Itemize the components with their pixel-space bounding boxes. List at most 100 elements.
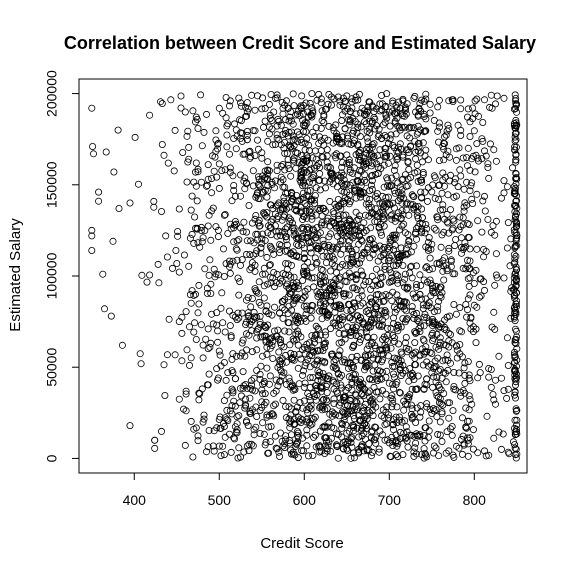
data-point — [466, 118, 474, 126]
data-point — [413, 168, 421, 176]
data-point — [446, 312, 454, 320]
data-point — [396, 389, 404, 397]
data-point — [235, 314, 243, 322]
data-point — [374, 169, 382, 177]
data-point — [323, 252, 331, 260]
data-point — [378, 322, 386, 330]
data-point — [512, 105, 520, 113]
data-point — [247, 237, 255, 245]
data-point — [305, 403, 313, 411]
data-point — [214, 140, 222, 148]
data-point — [309, 373, 317, 381]
data-point — [379, 251, 387, 259]
data-point — [489, 222, 497, 230]
data-point — [285, 328, 293, 336]
data-point — [412, 155, 420, 163]
data-point — [484, 163, 492, 171]
data-point — [344, 134, 352, 142]
data-point — [426, 100, 434, 108]
data-point — [309, 179, 317, 187]
data-point — [299, 223, 307, 231]
data-point — [457, 96, 465, 104]
data-point — [397, 251, 405, 259]
data-point — [204, 345, 212, 353]
data-point — [466, 434, 474, 442]
data-point — [473, 303, 481, 311]
data-point — [298, 174, 306, 182]
data-point — [374, 290, 382, 298]
data-point — [303, 442, 311, 450]
data-point — [361, 249, 369, 257]
data-point — [376, 100, 384, 108]
data-point — [285, 128, 293, 136]
data-point — [109, 237, 117, 245]
data-point — [440, 276, 448, 284]
data-point — [473, 245, 481, 253]
data-point — [315, 159, 323, 167]
data-point — [422, 95, 430, 103]
data-point — [412, 202, 420, 210]
data-point — [465, 417, 473, 425]
data-point — [277, 173, 285, 181]
data-point — [368, 338, 376, 346]
data-point — [288, 224, 296, 232]
data-point — [406, 143, 414, 151]
data-point — [309, 154, 317, 162]
data-point — [378, 316, 386, 324]
data-point — [472, 325, 480, 333]
data-point — [267, 422, 275, 430]
data-point — [404, 159, 412, 167]
data-point — [377, 228, 385, 236]
data-point — [210, 447, 218, 455]
data-point — [364, 138, 372, 146]
data-point — [512, 100, 520, 108]
data-point — [491, 376, 499, 384]
data-point — [393, 378, 401, 386]
data-point — [287, 108, 295, 116]
data-point — [417, 188, 425, 196]
data-point — [387, 269, 395, 277]
data-point — [238, 129, 246, 137]
data-point — [219, 442, 227, 450]
data-point — [442, 326, 450, 334]
data-point — [353, 312, 361, 320]
data-point — [345, 161, 353, 169]
data-point — [398, 190, 406, 198]
data-point — [499, 430, 507, 438]
data-point — [187, 417, 195, 425]
data-point — [352, 110, 360, 118]
data-point — [174, 227, 182, 235]
data-point — [463, 201, 471, 209]
data-point — [276, 231, 284, 239]
data-point — [361, 111, 369, 119]
data-point — [368, 406, 376, 414]
data-point — [370, 246, 378, 254]
data-point — [420, 337, 428, 345]
data-point — [349, 221, 357, 229]
data-point — [287, 172, 295, 180]
data-point — [247, 303, 255, 311]
data-point — [338, 158, 346, 166]
data-point — [318, 406, 326, 414]
data-point — [190, 328, 198, 336]
data-point — [398, 199, 406, 207]
data-point — [217, 452, 225, 460]
data-point — [398, 350, 406, 358]
data-point — [420, 97, 428, 105]
data-point — [453, 346, 461, 354]
data-point — [512, 300, 520, 308]
data-point — [345, 269, 353, 277]
data-point — [508, 284, 516, 292]
data-point — [348, 364, 356, 372]
data-point — [468, 179, 476, 187]
data-point — [248, 377, 256, 385]
data-point — [343, 306, 351, 314]
data-point — [292, 164, 300, 172]
data-point — [260, 430, 268, 438]
data-point — [220, 451, 228, 459]
data-point — [229, 257, 237, 265]
data-point — [347, 331, 355, 339]
data-point — [249, 315, 257, 323]
data-point — [432, 343, 440, 351]
data-point — [255, 222, 263, 230]
